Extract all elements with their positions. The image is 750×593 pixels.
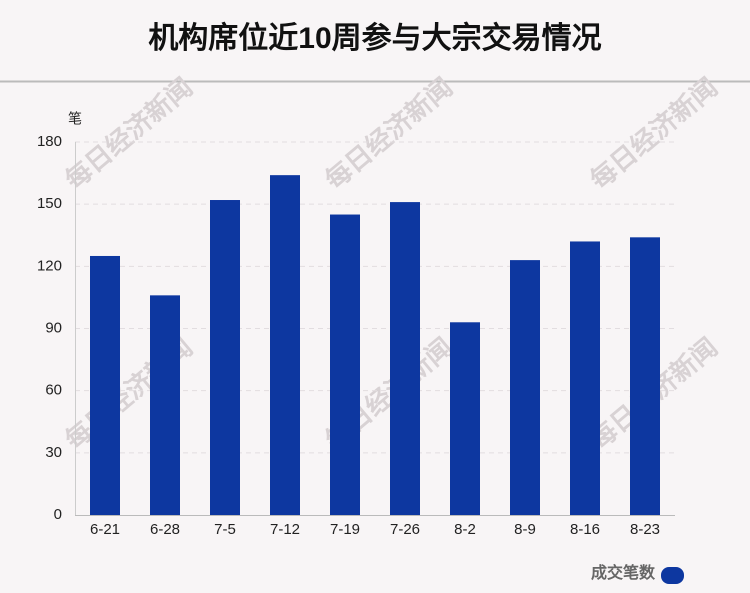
chart-title: 机构席位近10周参与大宗交易情况 bbox=[148, 21, 601, 55]
x-tick-label: 8-2 bbox=[454, 521, 476, 538]
y-tick-label: 60 bbox=[45, 382, 62, 399]
y-tick-label: 0 bbox=[54, 506, 62, 523]
bar bbox=[510, 260, 540, 515]
legend-swatch bbox=[661, 567, 684, 584]
x-tick-label: 8-23 bbox=[630, 521, 660, 538]
x-tick-label: 8-16 bbox=[570, 521, 600, 538]
bar bbox=[390, 202, 420, 515]
y-tick-label: 150 bbox=[37, 195, 62, 212]
x-tick-label: 7-26 bbox=[390, 521, 420, 538]
y-tick-label: 90 bbox=[45, 319, 62, 336]
x-tick-label: 8-9 bbox=[514, 521, 536, 538]
bar bbox=[450, 322, 480, 515]
y-tick-label: 30 bbox=[45, 444, 62, 461]
x-tick-label: 6-21 bbox=[90, 521, 120, 538]
y-tick-label: 180 bbox=[37, 133, 62, 150]
x-tick-label: 7-5 bbox=[214, 521, 236, 538]
x-tick-label: 7-12 bbox=[270, 521, 300, 538]
bar bbox=[630, 237, 660, 516]
x-tick-label: 6-28 bbox=[150, 521, 180, 538]
y-axis-label: 笔 bbox=[68, 111, 82, 127]
bar bbox=[150, 295, 180, 515]
bar bbox=[90, 255, 120, 515]
legend-label: 成交笔数 bbox=[591, 563, 656, 582]
bar bbox=[570, 241, 600, 515]
bar bbox=[270, 175, 300, 515]
bar bbox=[210, 200, 240, 515]
x-tick-label: 7-19 bbox=[330, 521, 360, 538]
y-tick-label: 120 bbox=[37, 257, 62, 274]
bar bbox=[330, 214, 360, 515]
